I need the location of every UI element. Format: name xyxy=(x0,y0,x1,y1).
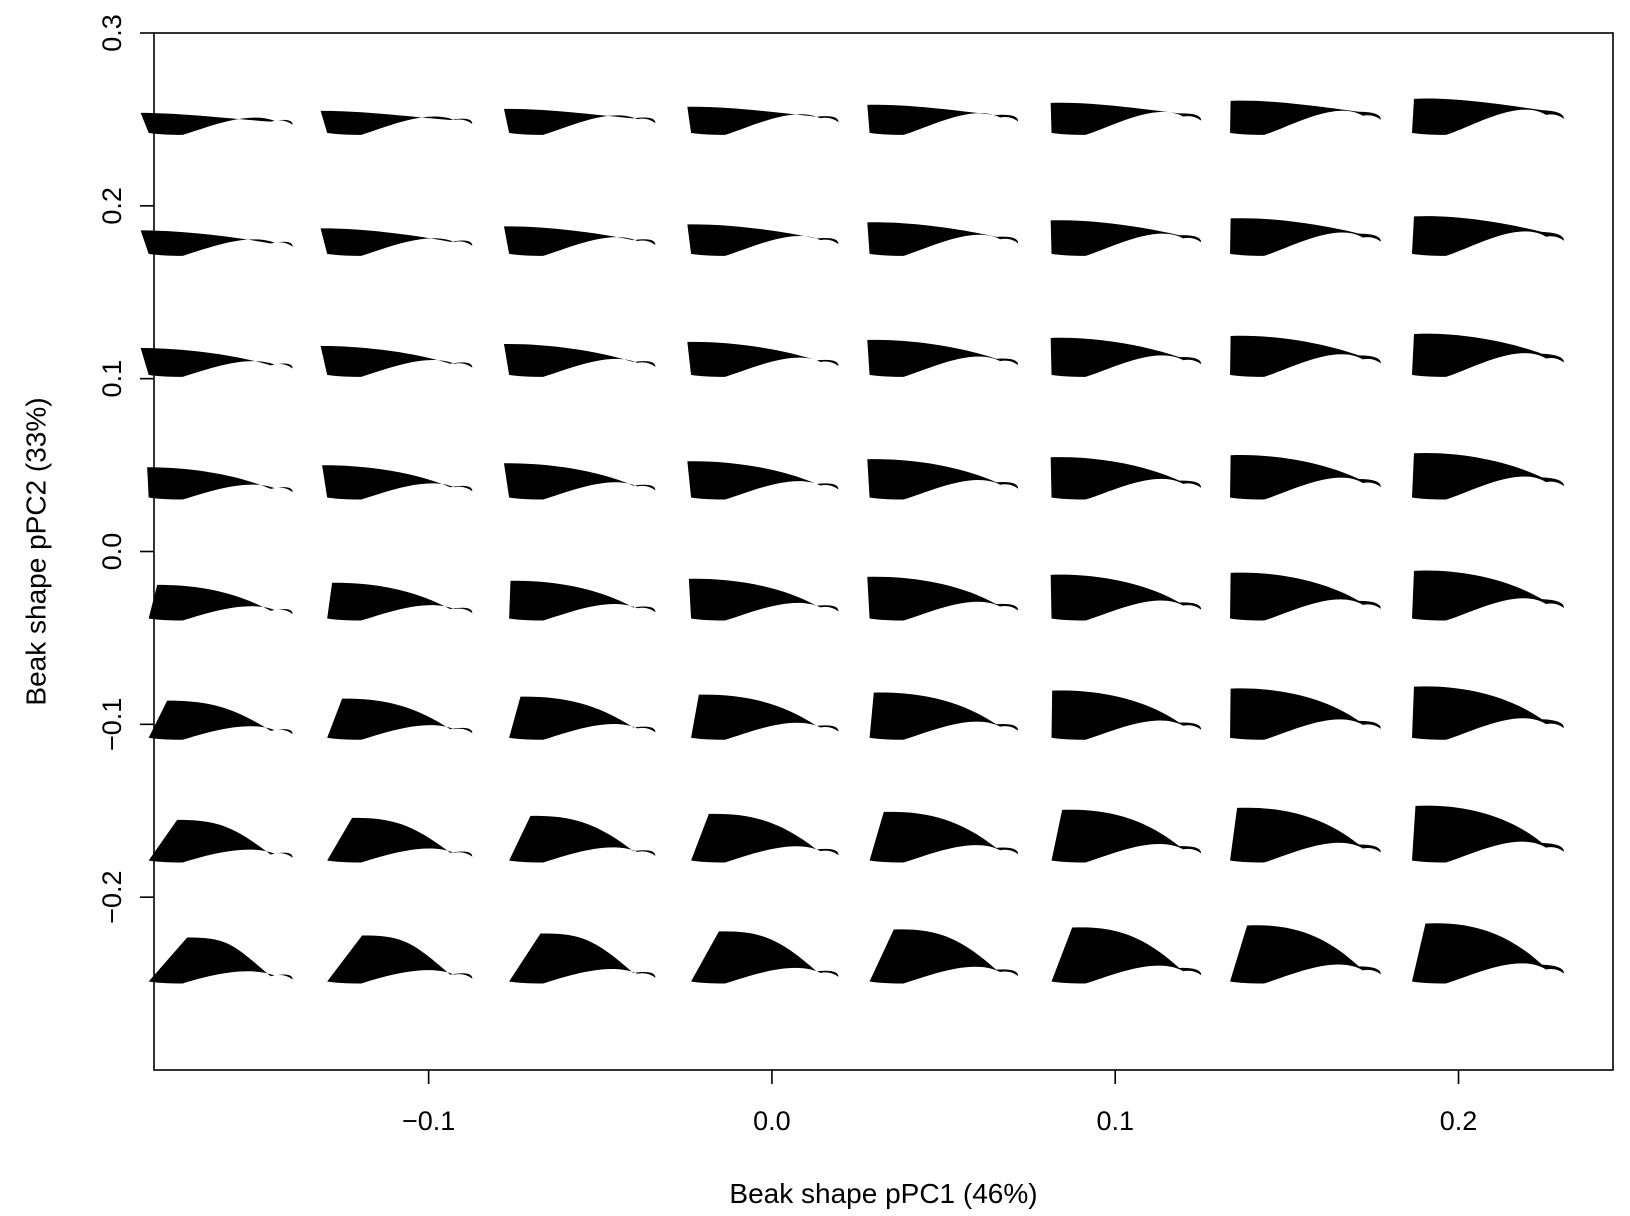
beak-shape-point xyxy=(687,341,839,377)
beak-shape-point xyxy=(687,106,839,135)
beak-shape-point xyxy=(1050,220,1202,256)
beak-shape-point xyxy=(148,700,293,740)
beak-shape-point xyxy=(327,935,473,984)
beak-shape-point xyxy=(869,929,1019,984)
beak-shape-point xyxy=(1051,690,1202,740)
x-tick-label: 0.0 xyxy=(753,1106,791,1136)
beak-shape-point xyxy=(327,817,473,863)
beak-shape-point xyxy=(1230,100,1381,135)
beak-shape-point xyxy=(140,112,293,135)
beak-shape-point xyxy=(691,694,839,740)
beak-shape-point xyxy=(320,228,473,256)
x-tick-label: −0.1 xyxy=(402,1106,455,1136)
y-tick-label: −0.2 xyxy=(97,871,127,924)
beak-shape-point xyxy=(1411,686,1564,740)
beak-shape-point xyxy=(503,226,656,256)
beak-shape-point xyxy=(1411,923,1564,984)
beak-shape-point xyxy=(327,698,473,740)
beak-shape-point xyxy=(869,692,1019,740)
beak-shape-point xyxy=(1051,927,1202,984)
beak-shape-point xyxy=(148,819,293,863)
beak-shape-point xyxy=(1411,570,1564,621)
beak-shape-point xyxy=(148,937,293,984)
beak-shape-point xyxy=(322,465,473,500)
beak-shape-point xyxy=(869,811,1019,863)
beak-shape-point xyxy=(1411,333,1564,377)
beak-shape-point xyxy=(867,222,1019,256)
beak-shape-point xyxy=(1230,688,1381,740)
x-tick-label: 0.2 xyxy=(1440,1106,1478,1136)
beak-shape-point xyxy=(688,578,839,621)
beak-shape-point xyxy=(1230,218,1381,256)
beak-shape-point xyxy=(867,576,1019,621)
beak-shape-point xyxy=(1050,337,1202,377)
beak-shape-point xyxy=(509,696,656,740)
y-axis-label: Beak shape pPC2 (33%) xyxy=(21,397,52,705)
beak-shape-point xyxy=(503,343,656,377)
beak-shape-point xyxy=(1051,809,1202,863)
beak-shape-point xyxy=(867,339,1019,377)
beak-shape-point xyxy=(503,108,656,135)
beak-shape-point xyxy=(1050,457,1202,500)
beak-shape-point xyxy=(509,933,656,984)
beak-shape-point xyxy=(687,224,839,256)
beak-shape-point xyxy=(1230,455,1381,500)
plot-frame xyxy=(153,32,1614,1071)
beak-shape-point xyxy=(691,813,839,863)
beak-shape-point xyxy=(147,467,293,500)
y-tick-label: 0.2 xyxy=(97,187,127,225)
beak-shape-point xyxy=(1411,216,1564,256)
beak-shape-point xyxy=(1230,807,1381,863)
beak-shape-point xyxy=(1230,925,1381,984)
beak-shape-point xyxy=(1230,335,1381,377)
beak-shape-point xyxy=(867,104,1019,135)
beak-shape-point xyxy=(509,815,656,863)
y-tick-label: 0.3 xyxy=(97,14,127,52)
beak-shape-point xyxy=(1411,98,1564,135)
y-tick-label: 0.0 xyxy=(97,533,127,571)
beak-shape-point xyxy=(148,584,293,621)
beak-shape-point xyxy=(687,461,839,500)
beak-shape-point xyxy=(140,347,293,377)
beak-shape-point xyxy=(503,463,656,500)
beak-shape-point xyxy=(691,931,839,984)
y-axis: −0.2 −0.1 0.0 0.1 0.2 0.3 xyxy=(97,14,154,924)
beak-shape-point xyxy=(1411,452,1564,500)
beak-shape-point xyxy=(1230,572,1381,621)
beak-shape-point xyxy=(1050,102,1202,135)
beak-shape-point xyxy=(140,230,293,256)
y-tick-label: 0.1 xyxy=(97,360,127,398)
beak-shape-point xyxy=(1411,805,1564,863)
beak-shape-point xyxy=(1050,574,1202,621)
beak-shape-marks xyxy=(140,98,1564,984)
beak-shape-point xyxy=(867,459,1019,500)
x-tick-label: 0.1 xyxy=(1096,1106,1134,1136)
beak-shape-point xyxy=(320,110,473,135)
x-axis: −0.1 0.0 0.1 0.2 xyxy=(402,1070,1477,1136)
beak-shape-point xyxy=(320,345,473,377)
x-axis-label: Beak shape pPC1 (46%) xyxy=(729,1178,1037,1209)
y-tick-label: −0.1 xyxy=(97,698,127,751)
beak-shape-point xyxy=(327,582,473,621)
beak-shape-point xyxy=(509,580,656,621)
